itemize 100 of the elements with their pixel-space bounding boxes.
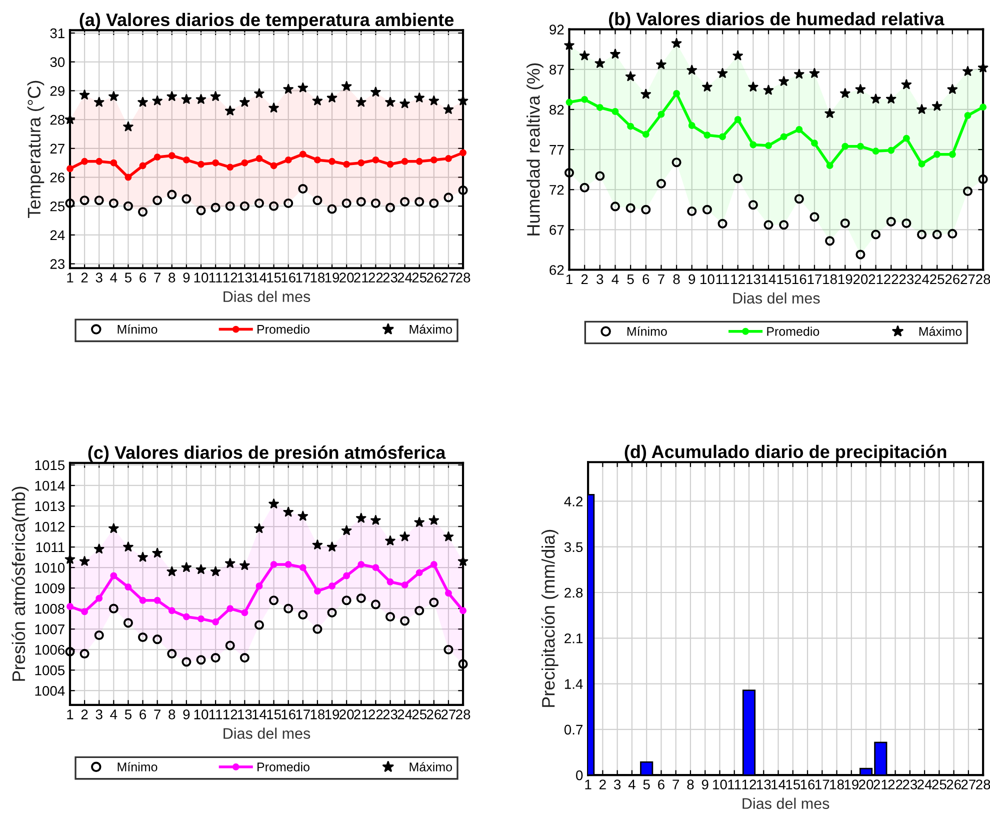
x-tick-label: 12	[223, 272, 238, 282]
y-tick-label: 1011	[36, 542, 64, 552]
y-axis-title: Humedad realtiva (%)	[526, 63, 544, 236]
x-tick-label: 5	[627, 274, 634, 284]
x-tick-label: 7	[154, 272, 160, 282]
x-tick-label: 27	[441, 710, 456, 720]
x-tick-label: 15	[777, 274, 791, 284]
x-tick-label: 28	[976, 274, 990, 284]
chart-title: (d) Acumulado diario de precipitación	[624, 444, 946, 462]
y-tick-label: 1004	[35, 686, 65, 696]
x-tick-label: 7	[154, 710, 160, 720]
x-tick-label: 28	[976, 780, 990, 790]
y-tick-label: 87	[550, 64, 564, 75]
x-tick-label: 10	[713, 780, 727, 790]
x-tick-label: 26	[945, 274, 960, 284]
x-tick-label: 2	[81, 272, 88, 282]
y-tick-label: 1010	[35, 562, 65, 573]
x-tick-label: 10	[194, 710, 208, 720]
x-tick-label: 28	[456, 272, 470, 283]
x-tick-label: 9	[183, 710, 190, 720]
x-tick-label: 27	[960, 274, 975, 284]
y-tick-label: 1012	[35, 522, 64, 532]
x-tick-label: 22	[884, 274, 898, 284]
x-tick-label: 7	[658, 274, 664, 284]
x-tick-label: 5	[643, 780, 650, 790]
x-tick-label: 3	[614, 780, 621, 790]
x-tick-label: 18	[823, 274, 837, 284]
x-tick-label: 24	[398, 272, 412, 282]
x-tick-label: 8	[687, 780, 694, 790]
x-tick-label: 22	[368, 272, 383, 282]
x-tick-label: 17	[296, 710, 310, 720]
x-tick-label: 14	[252, 272, 267, 282]
y-tick-label: 25	[50, 201, 65, 212]
y-tick-label: 1014	[35, 480, 65, 491]
x-axis-title: Dias del mes	[224, 290, 310, 302]
x-tick-label: 6	[140, 272, 146, 283]
x-tick-label: 13	[746, 274, 760, 284]
x-tick-label: 17	[296, 272, 310, 282]
x-tick-label: 11	[728, 780, 741, 790]
x-tick-label: 4	[110, 710, 118, 720]
x-tick-label: 8	[673, 274, 680, 284]
x-tick-label: 15	[267, 272, 281, 283]
x-tick-label: 5	[124, 710, 132, 720]
x-tick-label: 20	[340, 272, 354, 283]
y-tick-label: 67	[550, 225, 564, 235]
x-tick-label: 10	[194, 272, 208, 283]
x-tick-label: 2	[81, 710, 88, 720]
x-tick-label: 1	[67, 272, 74, 282]
legend-label: Promedio	[767, 326, 820, 336]
y-tick-label: 23	[50, 259, 65, 269]
x-tick-label: 23	[383, 710, 398, 720]
x-tick-label: 19	[325, 272, 340, 283]
x-tick-label: 3	[96, 272, 102, 283]
chart-title: (a) Valores diarios de temperatura ambiente	[80, 12, 454, 30]
y-tick-label: 1013	[35, 501, 65, 512]
x-tick-label: 2	[581, 274, 588, 284]
x-tick-label: 12	[731, 274, 745, 284]
legend-label: Mínimo	[118, 762, 158, 772]
x-tick-label: 25	[412, 272, 426, 283]
x-tick-label: 22	[368, 710, 383, 720]
y-tick-label: 72	[550, 184, 564, 195]
x-tick-label: 11	[209, 272, 222, 282]
chart-title: (c) Valores diarios de presión atmósferica	[88, 446, 446, 462]
x-tick-label: 20	[853, 274, 868, 284]
x-tick-label: 5	[124, 272, 132, 283]
y-tick-label: 62	[550, 265, 564, 275]
x-tick-label: 24	[398, 710, 412, 720]
y-tick-label: 1.4	[564, 679, 583, 689]
legend-label: Máximo	[410, 762, 452, 772]
x-tick-label: 8	[168, 272, 176, 283]
y-tick-label: 3.5	[564, 542, 583, 552]
x-tick-label: 16	[282, 272, 296, 283]
y-tick-label: 1008	[35, 604, 65, 614]
x-tick-label: 12	[223, 710, 238, 720]
x-axis-title: Dias del mes	[742, 798, 830, 809]
x-tick-label: 23	[899, 274, 914, 284]
y-axis-title: Temperatura (°C)	[27, 80, 44, 218]
y-tick-label: 4.2	[564, 496, 583, 506]
x-tick-label: 1	[566, 274, 572, 284]
x-tick-label: 28	[456, 710, 470, 720]
x-tick-label: 18	[310, 710, 325, 720]
chart-title: (b) Valores diarios de humedad relativa	[609, 12, 944, 29]
legend-label: Promedio	[258, 762, 310, 772]
y-tick-label: 1015	[35, 460, 65, 470]
x-tick-label: 14	[772, 780, 786, 790]
legend-label: Mínimo	[627, 326, 667, 336]
x-tick-label: 26	[946, 780, 961, 790]
x-tick-label: 4	[612, 274, 619, 284]
y-tick-label: 26	[50, 172, 65, 182]
y-tick-label: 92	[550, 24, 564, 35]
y-tick-label: 27	[50, 144, 64, 154]
x-tick-label: 17	[808, 274, 822, 284]
x-tick-label: 4	[110, 272, 118, 282]
x-tick-label: 23	[902, 780, 918, 790]
x-tick-label: 27	[961, 780, 976, 790]
y-tick-label: 31	[50, 28, 64, 38]
x-tick-label: 18	[310, 272, 325, 283]
x-tick-label: 18	[830, 780, 844, 790]
x-tick-label: 21	[354, 272, 368, 282]
x-tick-label: 19	[844, 780, 858, 790]
